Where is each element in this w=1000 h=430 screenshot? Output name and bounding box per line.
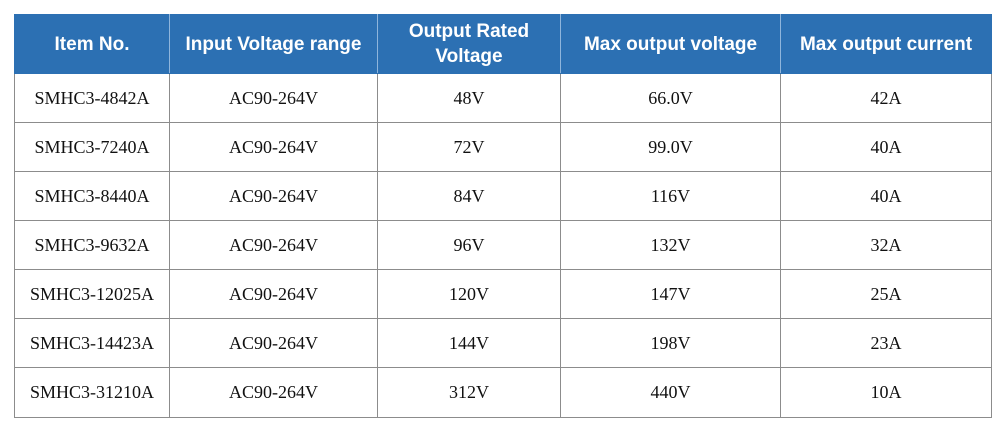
cell-max-voltage: 99.0V xyxy=(560,122,781,172)
cell-max-current: 25A xyxy=(780,269,992,319)
cell-max-voltage: 440V xyxy=(560,367,781,418)
cell-input-voltage: AC90-264V xyxy=(169,122,378,172)
cell-max-voltage: 66.0V xyxy=(560,73,781,123)
spec-table-container: Item No. Input Voltage range Output Rate… xyxy=(14,14,992,418)
cell-item-no: SMHC3-12025A xyxy=(14,269,170,319)
cell-input-voltage: AC90-264V xyxy=(169,269,378,319)
cell-item-no: SMHC3-31210A xyxy=(14,367,170,418)
table-row: SMHC3-12025A AC90-264V 120V 147V 25A xyxy=(14,269,992,319)
table-row: SMHC3-14423A AC90-264V 144V 198V 23A xyxy=(14,318,992,368)
cell-rated-voltage: 96V xyxy=(377,220,561,270)
header-item-no: Item No. xyxy=(14,14,170,74)
cell-input-voltage: AC90-264V xyxy=(169,318,378,368)
cell-input-voltage: AC90-264V xyxy=(169,367,378,418)
table-body: SMHC3-4842A AC90-264V 48V 66.0V 42A SMHC… xyxy=(14,73,992,418)
header-row: Item No. Input Voltage range Output Rate… xyxy=(14,14,992,74)
cell-max-current: 10A xyxy=(780,367,992,418)
cell-max-current: 23A xyxy=(780,318,992,368)
cell-item-no: SMHC3-8440A xyxy=(14,171,170,221)
cell-max-voltage: 132V xyxy=(560,220,781,270)
header-max-output-current: Max output current xyxy=(780,14,992,74)
spec-table: Item No. Input Voltage range Output Rate… xyxy=(14,14,992,418)
cell-max-current: 40A xyxy=(780,122,992,172)
cell-item-no: SMHC3-7240A xyxy=(14,122,170,172)
cell-max-current: 42A xyxy=(780,73,992,123)
cell-rated-voltage: 120V xyxy=(377,269,561,319)
cell-item-no: SMHC3-14423A xyxy=(14,318,170,368)
cell-rated-voltage: 312V xyxy=(377,367,561,418)
cell-rated-voltage: 84V xyxy=(377,171,561,221)
cell-item-no: SMHC3-9632A xyxy=(14,220,170,270)
table-row: SMHC3-31210A AC90-264V 312V 440V 10A xyxy=(14,367,992,418)
cell-input-voltage: AC90-264V xyxy=(169,220,378,270)
table-row: SMHC3-4842A AC90-264V 48V 66.0V 42A xyxy=(14,73,992,123)
table-row: SMHC3-9632A AC90-264V 96V 132V 32A xyxy=(14,220,992,270)
cell-rated-voltage: 144V xyxy=(377,318,561,368)
table-row: SMHC3-7240A AC90-264V 72V 99.0V 40A xyxy=(14,122,992,172)
header-input-voltage-range: Input Voltage range xyxy=(169,14,378,74)
cell-input-voltage: AC90-264V xyxy=(169,171,378,221)
cell-item-no: SMHC3-4842A xyxy=(14,73,170,123)
cell-max-voltage: 116V xyxy=(560,171,781,221)
cell-rated-voltage: 48V xyxy=(377,73,561,123)
cell-input-voltage: AC90-264V xyxy=(169,73,378,123)
table-row: SMHC3-8440A AC90-264V 84V 116V 40A xyxy=(14,171,992,221)
header-max-output-voltage: Max output voltage xyxy=(560,14,781,74)
cell-rated-voltage: 72V xyxy=(377,122,561,172)
cell-max-current: 40A xyxy=(780,171,992,221)
header-output-rated-voltage: Output Rated Voltage xyxy=(377,14,561,74)
cell-max-voltage: 147V xyxy=(560,269,781,319)
table-header: Item No. Input Voltage range Output Rate… xyxy=(14,14,992,74)
cell-max-voltage: 198V xyxy=(560,318,781,368)
cell-max-current: 32A xyxy=(780,220,992,270)
